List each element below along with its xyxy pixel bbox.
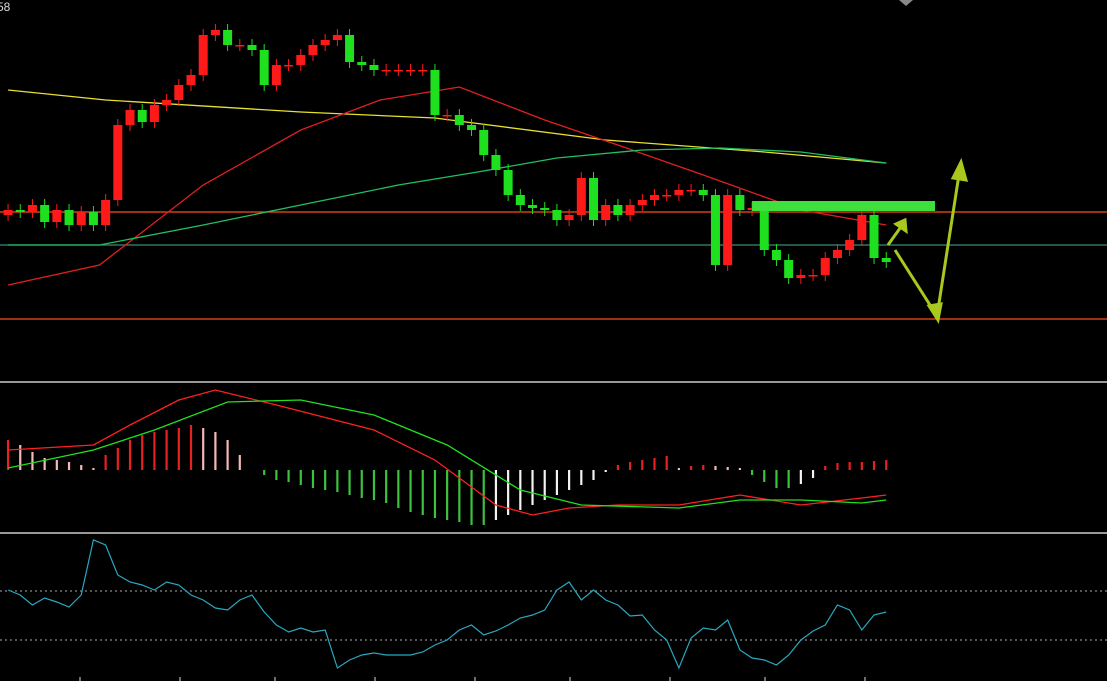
moving-average bbox=[7, 86, 887, 286]
candle-body bbox=[613, 205, 623, 215]
candle-body bbox=[52, 210, 62, 222]
candle-body bbox=[369, 65, 379, 70]
candle-body bbox=[125, 110, 135, 125]
candle-body bbox=[76, 212, 86, 225]
candle-body bbox=[88, 212, 98, 225]
zone bbox=[752, 201, 936, 211]
candle-body bbox=[857, 215, 867, 240]
candle-body bbox=[271, 65, 281, 85]
candle-body bbox=[381, 70, 391, 72]
macd-line bbox=[7, 399, 887, 509]
candle-body bbox=[710, 195, 720, 265]
candle-body bbox=[589, 178, 599, 220]
time-ticks bbox=[79, 677, 866, 681]
candle-body bbox=[528, 205, 538, 208]
candle-body bbox=[503, 170, 513, 195]
candle-body bbox=[64, 210, 74, 225]
candle-body bbox=[223, 30, 233, 45]
annotation-arrows bbox=[886, 157, 969, 324]
candle-body bbox=[308, 45, 318, 55]
candle-body bbox=[247, 45, 257, 50]
candle-body bbox=[320, 40, 330, 45]
candle-body bbox=[552, 210, 562, 220]
marker bbox=[899, 0, 913, 6]
candle-body bbox=[442, 115, 452, 117]
candle-body bbox=[418, 70, 428, 72]
candle-body bbox=[210, 30, 220, 35]
candle-body bbox=[284, 65, 294, 67]
candle-body bbox=[186, 75, 196, 85]
candle-body bbox=[430, 70, 440, 115]
candle-body bbox=[808, 275, 818, 277]
candle-body bbox=[406, 70, 416, 72]
candle-body bbox=[393, 70, 403, 72]
candle-body bbox=[735, 195, 745, 210]
candle-body bbox=[137, 110, 147, 122]
candle-body bbox=[259, 50, 269, 85]
candle-body bbox=[27, 205, 37, 212]
candle-body bbox=[723, 195, 733, 265]
candle-body bbox=[686, 190, 696, 192]
candle-body bbox=[869, 215, 879, 258]
candle-body bbox=[296, 55, 306, 65]
candle-body bbox=[674, 190, 684, 195]
corner-label: 58 bbox=[0, 0, 11, 14]
candle-body bbox=[467, 125, 477, 130]
candle-body bbox=[101, 200, 111, 225]
candle-body bbox=[454, 115, 464, 125]
candle-body bbox=[649, 195, 659, 200]
candle-body bbox=[564, 215, 574, 220]
candle-body bbox=[845, 240, 855, 250]
candle-body bbox=[357, 62, 367, 65]
candle-body bbox=[698, 190, 708, 195]
candle-body bbox=[3, 210, 13, 215]
candle-body bbox=[15, 210, 25, 212]
candle-body bbox=[162, 100, 172, 105]
candle-body bbox=[881, 258, 891, 262]
candle-body bbox=[235, 45, 245, 47]
candle-body bbox=[601, 205, 611, 220]
candle-body bbox=[540, 208, 550, 210]
macd-line bbox=[8, 389, 887, 516]
candle-body bbox=[820, 258, 830, 275]
candle-body bbox=[40, 205, 50, 222]
indicator-line bbox=[7, 539, 887, 670]
candle-body bbox=[625, 205, 635, 215]
candle-body bbox=[771, 250, 781, 260]
candle-body bbox=[637, 200, 647, 205]
candle-body bbox=[174, 85, 184, 100]
candle-body bbox=[759, 208, 769, 250]
candle-body bbox=[515, 195, 525, 205]
candle-body bbox=[784, 260, 794, 278]
candle-body bbox=[332, 35, 342, 40]
candle-body bbox=[662, 195, 672, 197]
candle-body bbox=[345, 35, 355, 62]
candle-body bbox=[198, 35, 208, 75]
candle-body bbox=[113, 125, 123, 200]
candle-body bbox=[479, 130, 489, 155]
candle-body bbox=[576, 178, 586, 215]
candle-body bbox=[796, 275, 806, 278]
moving-average bbox=[8, 147, 887, 246]
candle-body bbox=[832, 250, 842, 258]
candle-body bbox=[149, 105, 159, 122]
candle-body bbox=[491, 155, 501, 170]
